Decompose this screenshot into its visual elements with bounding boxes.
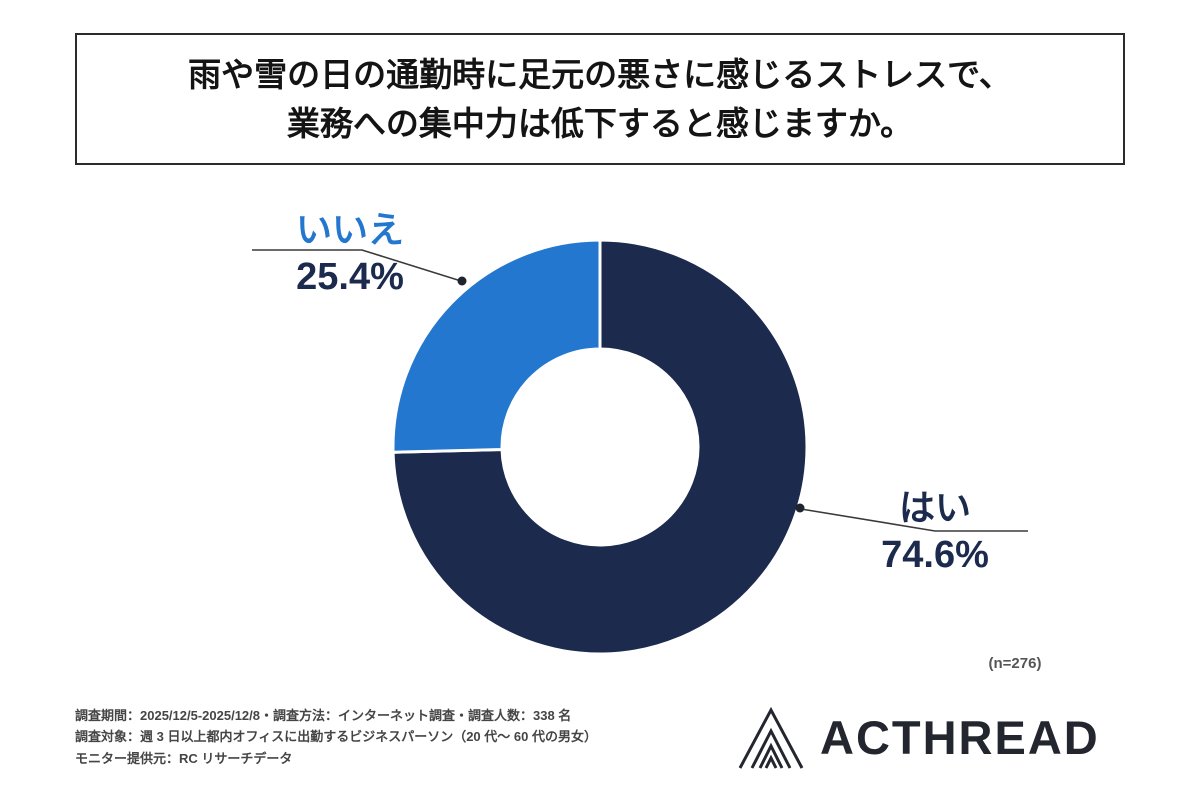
brand-logo: ACTHREAD (735, 700, 1135, 780)
donut-chart-svg (391, 238, 809, 656)
survey-meta-line-1: 調査期間：2025/12/5-2025/12/8・調査方法：インターネット調査・… (75, 708, 572, 723)
answer-percent-no: 25.4% (296, 256, 404, 298)
donut-segment-1 (391, 238, 602, 454)
answer-label-no: いいえ (295, 209, 404, 250)
brand-name: ACTHREAD (820, 711, 1100, 764)
question-title-line-2: 業務への集中力は低下すると感じますか。 (286, 105, 914, 142)
answer-label-yes: はい (898, 487, 971, 528)
survey-meta-line-2: 調査対象：週 3 日以上都内オフィスに出勤するビジネスパーソン（20 代〜 60… (75, 729, 597, 745)
question-title-line-1: 雨や雪の日の通勤時に足元の悪さに感じるストレスで、 (188, 55, 1012, 93)
answer-percent-yes: 74.6% (881, 534, 989, 576)
question-title-box: 雨や雪の日の通勤時に足元の悪さに感じるストレスで、 業務への集中力は低下すると感… (75, 33, 1125, 165)
survey-meta-line-3: モニター提供元：RC リサーチデータ (75, 750, 293, 766)
sample-size-label: (n=276) (988, 655, 1042, 672)
donut-segment-0 (391, 238, 809, 656)
survey-meta: 調査期間：2025/12/5-2025/12/8・調査方法：インターネット調査・… (75, 705, 597, 769)
chevron-triangle-logo-icon (738, 706, 804, 769)
donut-chart (380, 227, 820, 667)
